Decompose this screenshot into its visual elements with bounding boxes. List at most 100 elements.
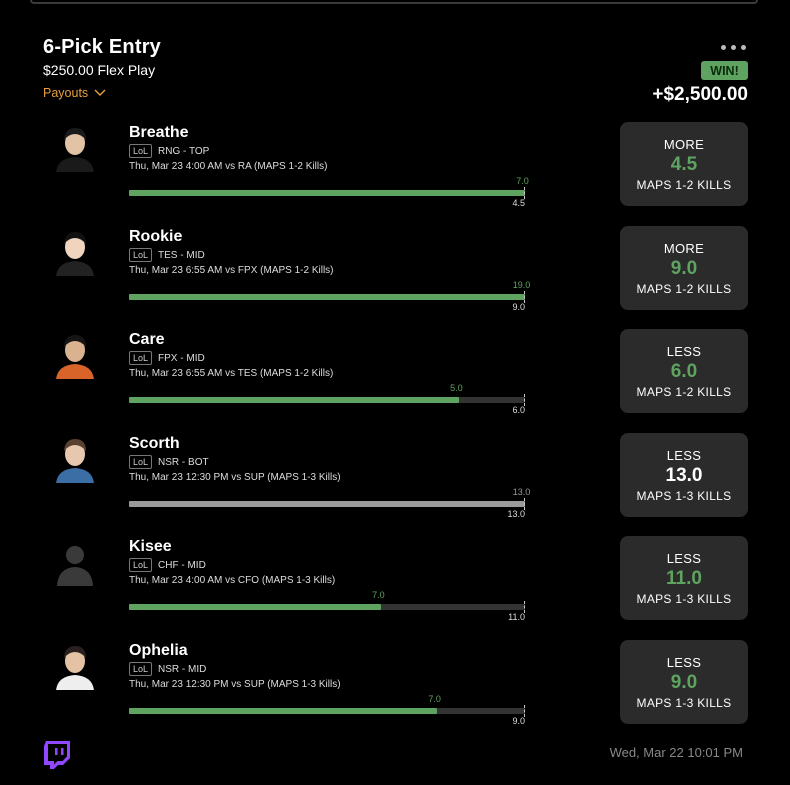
league-tag: LoL <box>129 351 153 365</box>
line-marker <box>524 394 525 406</box>
league-tag: LoL <box>129 248 153 262</box>
pick-row: Breathe LoL RNG - TOP Thu, Mar 23 4:00 A… <box>0 122 790 226</box>
entry-title: 6-Pick Entry <box>43 36 162 58</box>
pick-card[interactable]: MORE 9.0 MAPS 1-2 KILLS <box>620 226 748 310</box>
more-options-icon[interactable] <box>716 40 750 54</box>
pick-row: Rookie LoL TES - MID Thu, Mar 23 6:55 AM… <box>0 226 790 330</box>
pick-line: 6.0 <box>670 360 698 382</box>
player-name: Care <box>129 331 165 348</box>
line-marker <box>524 498 525 510</box>
payouts-dropdown[interactable]: Payouts <box>43 86 106 100</box>
player-avatar <box>50 226 100 276</box>
progress-fill <box>129 708 438 714</box>
pick-stat: MAPS 1-3 KILLS <box>636 488 732 503</box>
pick-card[interactable]: LESS 13.0 MAPS 1-3 KILLS <box>620 433 748 517</box>
line-value-label: 13.0 <box>507 509 525 519</box>
player-name: Rookie <box>129 228 183 245</box>
pick-row: Scorth LoL NSR - BOT Thu, Mar 23 12:30 P… <box>0 433 790 537</box>
chevron-down-icon <box>94 89 106 96</box>
line-marker <box>524 291 525 303</box>
player-meta: LoL CHF - MID <box>129 558 206 572</box>
player-meta: LoL FPX - MID <box>129 351 205 365</box>
pick-card[interactable]: LESS 6.0 MAPS 1-2 KILLS <box>620 329 748 413</box>
team-position: NSR - BOT <box>158 456 209 468</box>
card-top-border <box>30 0 758 4</box>
entry-header: 6-Pick Entry $250.00 Flex Play <box>43 36 161 78</box>
progress-fill <box>129 604 381 610</box>
pick-stat: MAPS 1-2 KILLS <box>636 281 732 296</box>
game-info: Thu, Mar 23 12:30 PM vs SUP (MAPS 1-3 Ki… <box>129 472 341 483</box>
pick-row: Ophelia LoL NSR - MID Thu, Mar 23 12:30 … <box>0 640 790 744</box>
pick-line: 9.0 <box>670 257 698 279</box>
player-avatar <box>50 433 100 483</box>
actual-value: 7.0 <box>428 694 441 704</box>
pick-direction: LESS <box>666 447 702 463</box>
game-info: Thu, Mar 23 12:30 PM vs SUP (MAPS 1-3 Ki… <box>129 679 341 690</box>
entry-timestamp: Wed, Mar 22 10:01 PM <box>609 745 743 760</box>
payout-amount: +$2,500.00 <box>652 84 748 105</box>
progress-fill <box>129 294 525 300</box>
pick-stat: MAPS 1-2 KILLS <box>636 384 732 399</box>
league-tag: LoL <box>129 558 153 572</box>
progress-bar: 7.0 9.0 <box>129 694 525 726</box>
pick-stat: MAPS 1-2 KILLS <box>636 177 732 192</box>
line-value-label: 9.0 <box>512 302 525 312</box>
progress-bar: 7.0 4.5 <box>129 176 529 208</box>
actual-value: 7.0 <box>516 176 529 186</box>
line-value-label: 11.0 <box>508 612 525 622</box>
league-tag: LoL <box>129 144 153 158</box>
team-position: CHF - MID <box>158 559 206 571</box>
progress-bar: 19.0 9.0 <box>129 280 530 312</box>
actual-value: 5.0 <box>450 383 463 393</box>
player-avatar <box>50 640 100 690</box>
pick-row: Kisee LoL CHF - MID Thu, Mar 23 4:00 AM … <box>0 536 790 640</box>
pick-stat: MAPS 1-3 KILLS <box>636 695 732 710</box>
progress-bar: 5.0 6.0 <box>129 383 525 415</box>
twitch-icon[interactable] <box>43 740 71 770</box>
actual-value: 13.0 <box>512 487 531 497</box>
actual-value: 7.0 <box>372 590 385 600</box>
player-meta: LoL NSR - MID <box>129 662 206 676</box>
team-position: TES - MID <box>158 249 205 261</box>
pick-line: 4.5 <box>670 153 698 175</box>
pick-direction: LESS <box>666 343 702 359</box>
player-meta: LoL RNG - TOP <box>129 144 209 158</box>
game-info: Thu, Mar 23 6:55 AM vs FPX (MAPS 1-2 Kil… <box>129 265 334 276</box>
player-name: Ophelia <box>129 642 188 659</box>
player-name: Kisee <box>129 538 172 555</box>
player-name: Breathe <box>129 124 189 141</box>
pick-card[interactable]: LESS 11.0 MAPS 1-3 KILLS <box>620 536 748 620</box>
pick-direction: MORE <box>663 240 705 256</box>
pick-direction: MORE <box>663 136 705 152</box>
actual-value: 19.0 <box>512 280 531 290</box>
pick-card[interactable]: MORE 4.5 MAPS 1-2 KILLS <box>620 122 748 206</box>
line-marker <box>524 705 525 717</box>
pick-direction: LESS <box>666 550 702 566</box>
player-name: Scorth <box>129 435 180 452</box>
line-marker <box>524 187 525 199</box>
payouts-label: Payouts <box>43 86 89 100</box>
pick-card[interactable]: LESS 9.0 MAPS 1-3 KILLS <box>620 640 748 724</box>
progress-fill <box>129 397 459 403</box>
pick-direction: LESS <box>666 654 702 670</box>
progress-fill <box>129 190 525 196</box>
pick-line: 13.0 <box>665 464 703 486</box>
progress-bar: 13.0 13.0 <box>129 487 530 519</box>
league-tag: LoL <box>129 662 153 676</box>
player-avatar <box>50 536 100 586</box>
team-position: NSR - MID <box>158 663 207 675</box>
pick-line: 9.0 <box>670 671 698 693</box>
pick-row: Care LoL FPX - MID Thu, Mar 23 6:55 AM v… <box>0 329 790 433</box>
game-info: Thu, Mar 23 4:00 AM vs CFO (MAPS 1-3 Kil… <box>129 575 336 586</box>
progress-fill <box>129 501 525 507</box>
line-value-label: 6.0 <box>512 405 525 415</box>
result-badge: WIN! <box>701 61 748 80</box>
league-tag: LoL <box>129 455 153 469</box>
line-value-label: 4.5 <box>512 198 525 208</box>
game-info: Thu, Mar 23 4:00 AM vs RA (MAPS 1-2 Kill… <box>129 161 328 172</box>
player-meta: LoL TES - MID <box>129 248 205 262</box>
game-info: Thu, Mar 23 6:55 AM vs TES (MAPS 1-2 Kil… <box>129 368 334 379</box>
team-position: FPX - MID <box>158 352 205 364</box>
entry-subtitle: $250.00 Flex Play <box>43 62 156 78</box>
player-avatar <box>50 122 100 172</box>
